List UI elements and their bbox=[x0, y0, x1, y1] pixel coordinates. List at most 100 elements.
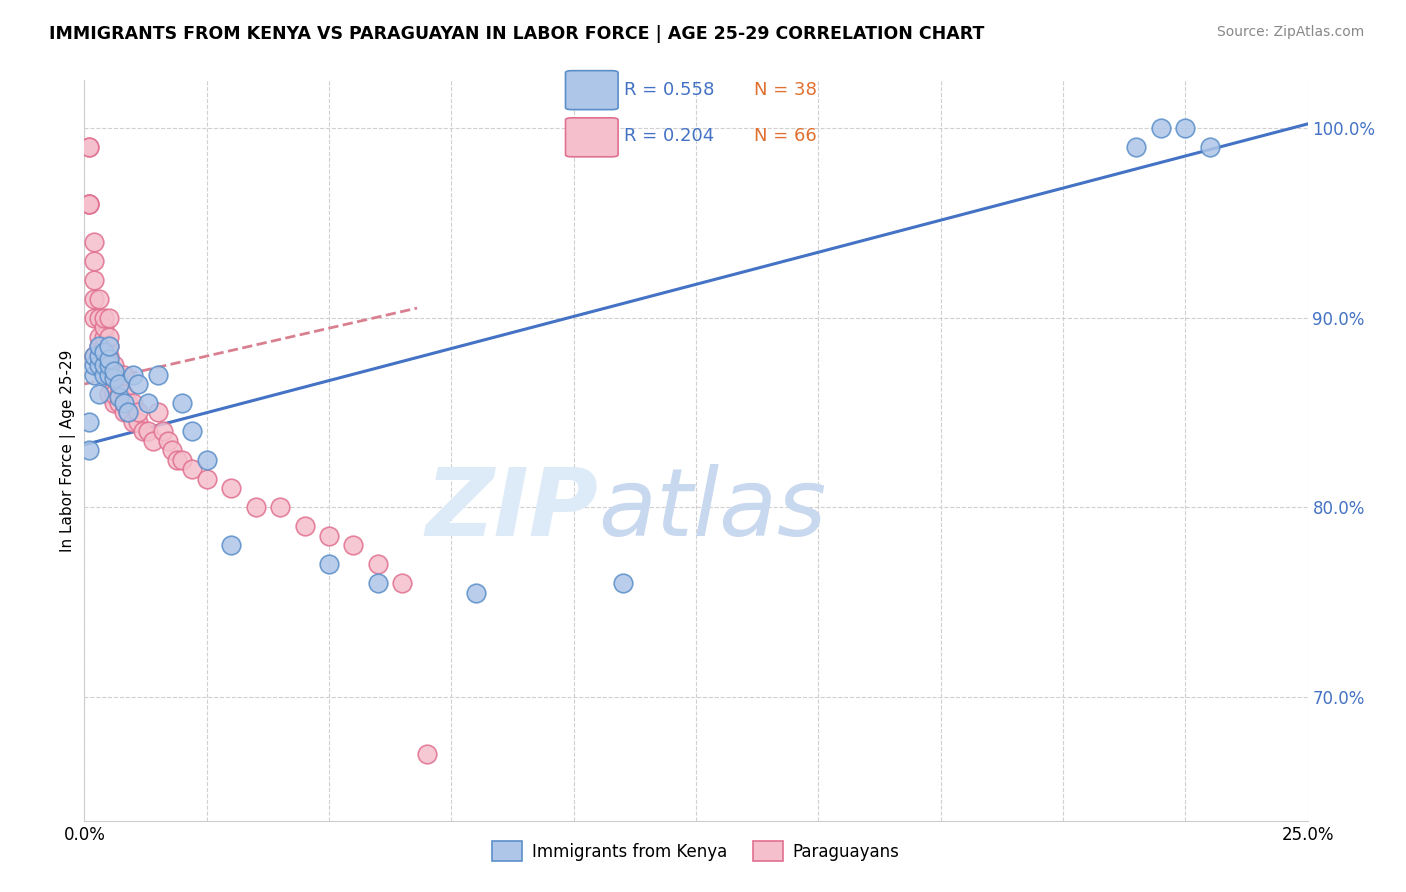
Point bbox=[136, 396, 159, 410]
Point bbox=[195, 453, 218, 467]
Point bbox=[87, 349, 110, 363]
Point bbox=[136, 425, 159, 439]
Text: R = 0.558: R = 0.558 bbox=[624, 81, 714, 99]
Point bbox=[146, 368, 169, 382]
Point bbox=[83, 368, 105, 382]
Point bbox=[87, 292, 110, 306]
Point bbox=[172, 453, 194, 467]
Point bbox=[87, 358, 110, 372]
Point bbox=[107, 368, 129, 382]
Point bbox=[367, 558, 389, 572]
Point bbox=[122, 415, 145, 429]
Point bbox=[1198, 139, 1220, 153]
Point bbox=[83, 349, 105, 363]
Point bbox=[97, 339, 120, 353]
Point bbox=[93, 329, 115, 343]
Point bbox=[1174, 120, 1197, 135]
Point bbox=[93, 349, 115, 363]
Point bbox=[77, 415, 100, 429]
Point bbox=[103, 368, 125, 382]
Point bbox=[97, 358, 120, 372]
Point bbox=[122, 396, 145, 410]
Point bbox=[87, 329, 110, 343]
Point bbox=[77, 443, 100, 458]
Point bbox=[97, 386, 120, 401]
Point bbox=[103, 386, 125, 401]
FancyBboxPatch shape bbox=[565, 70, 619, 110]
Point bbox=[172, 396, 194, 410]
Point bbox=[83, 310, 105, 325]
Point bbox=[117, 405, 139, 419]
Point bbox=[367, 576, 389, 591]
Point bbox=[112, 405, 135, 419]
Point bbox=[77, 139, 100, 153]
Point bbox=[93, 310, 115, 325]
Point bbox=[127, 415, 149, 429]
Point bbox=[97, 310, 120, 325]
Point bbox=[97, 368, 120, 382]
Point bbox=[132, 425, 155, 439]
Text: atlas: atlas bbox=[598, 464, 827, 555]
Point bbox=[181, 425, 204, 439]
Point bbox=[83, 253, 105, 268]
Point bbox=[97, 349, 120, 363]
Point bbox=[97, 339, 120, 353]
Point bbox=[391, 576, 413, 591]
Y-axis label: In Labor Force | Age 25-29: In Labor Force | Age 25-29 bbox=[60, 350, 76, 551]
Point bbox=[464, 586, 486, 600]
Text: IMMIGRANTS FROM KENYA VS PARAGUAYAN IN LABOR FORCE | AGE 25-29 CORRELATION CHART: IMMIGRANTS FROM KENYA VS PARAGUAYAN IN L… bbox=[49, 25, 984, 43]
Point bbox=[93, 344, 115, 359]
Point bbox=[195, 472, 218, 486]
Point bbox=[142, 434, 165, 448]
Point bbox=[294, 519, 316, 533]
Point bbox=[107, 377, 129, 392]
Point bbox=[269, 500, 291, 515]
Point bbox=[87, 339, 110, 353]
Point bbox=[107, 386, 129, 401]
Point bbox=[117, 396, 139, 410]
Text: N = 38: N = 38 bbox=[754, 81, 817, 99]
Point bbox=[97, 352, 120, 367]
Point bbox=[122, 368, 145, 382]
Point bbox=[219, 482, 242, 496]
Point bbox=[83, 358, 105, 372]
Point bbox=[77, 196, 100, 211]
Point bbox=[83, 235, 105, 249]
Legend: Immigrants from Kenya, Paraguayans: Immigrants from Kenya, Paraguayans bbox=[485, 834, 907, 868]
FancyBboxPatch shape bbox=[565, 118, 619, 157]
Point bbox=[245, 500, 267, 515]
Point bbox=[181, 462, 204, 476]
Point bbox=[318, 558, 340, 572]
Point bbox=[83, 292, 105, 306]
Point bbox=[162, 443, 184, 458]
Point bbox=[112, 386, 135, 401]
Point bbox=[612, 576, 634, 591]
Point bbox=[83, 349, 105, 363]
Point bbox=[219, 538, 242, 552]
Point bbox=[112, 396, 135, 410]
Point bbox=[77, 196, 100, 211]
Point bbox=[87, 349, 110, 363]
Text: R = 0.204: R = 0.204 bbox=[624, 128, 714, 145]
Point bbox=[112, 368, 135, 382]
Point bbox=[156, 434, 179, 448]
Point bbox=[93, 368, 115, 382]
Point bbox=[103, 358, 125, 372]
Point bbox=[127, 377, 149, 392]
Point bbox=[1150, 120, 1173, 135]
Point bbox=[103, 396, 125, 410]
Point bbox=[103, 371, 125, 385]
Point bbox=[342, 538, 364, 552]
Point bbox=[416, 747, 439, 762]
Point bbox=[97, 368, 120, 382]
Point bbox=[146, 405, 169, 419]
Point bbox=[87, 386, 110, 401]
Point bbox=[318, 529, 340, 543]
Point bbox=[77, 139, 100, 153]
Point bbox=[107, 377, 129, 392]
Point bbox=[87, 310, 110, 325]
Point bbox=[107, 390, 129, 404]
Point bbox=[97, 329, 120, 343]
Point bbox=[1125, 139, 1147, 153]
Text: Source: ZipAtlas.com: Source: ZipAtlas.com bbox=[1216, 25, 1364, 39]
